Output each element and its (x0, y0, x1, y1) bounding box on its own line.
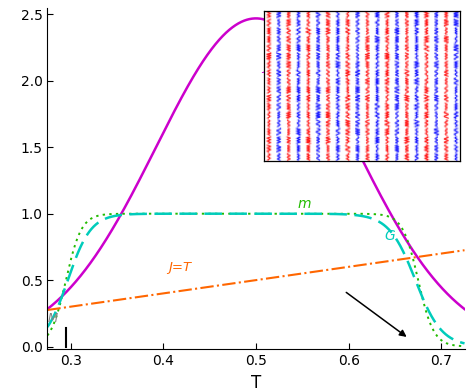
Text: J=T: J=T (168, 262, 191, 274)
Text: m: m (298, 197, 311, 211)
X-axis label: T: T (251, 374, 261, 388)
Text: $J_{FE}(T)$: $J_{FE}(T)$ (261, 58, 298, 75)
Text: M: M (48, 312, 58, 325)
Text: G: G (384, 229, 395, 243)
